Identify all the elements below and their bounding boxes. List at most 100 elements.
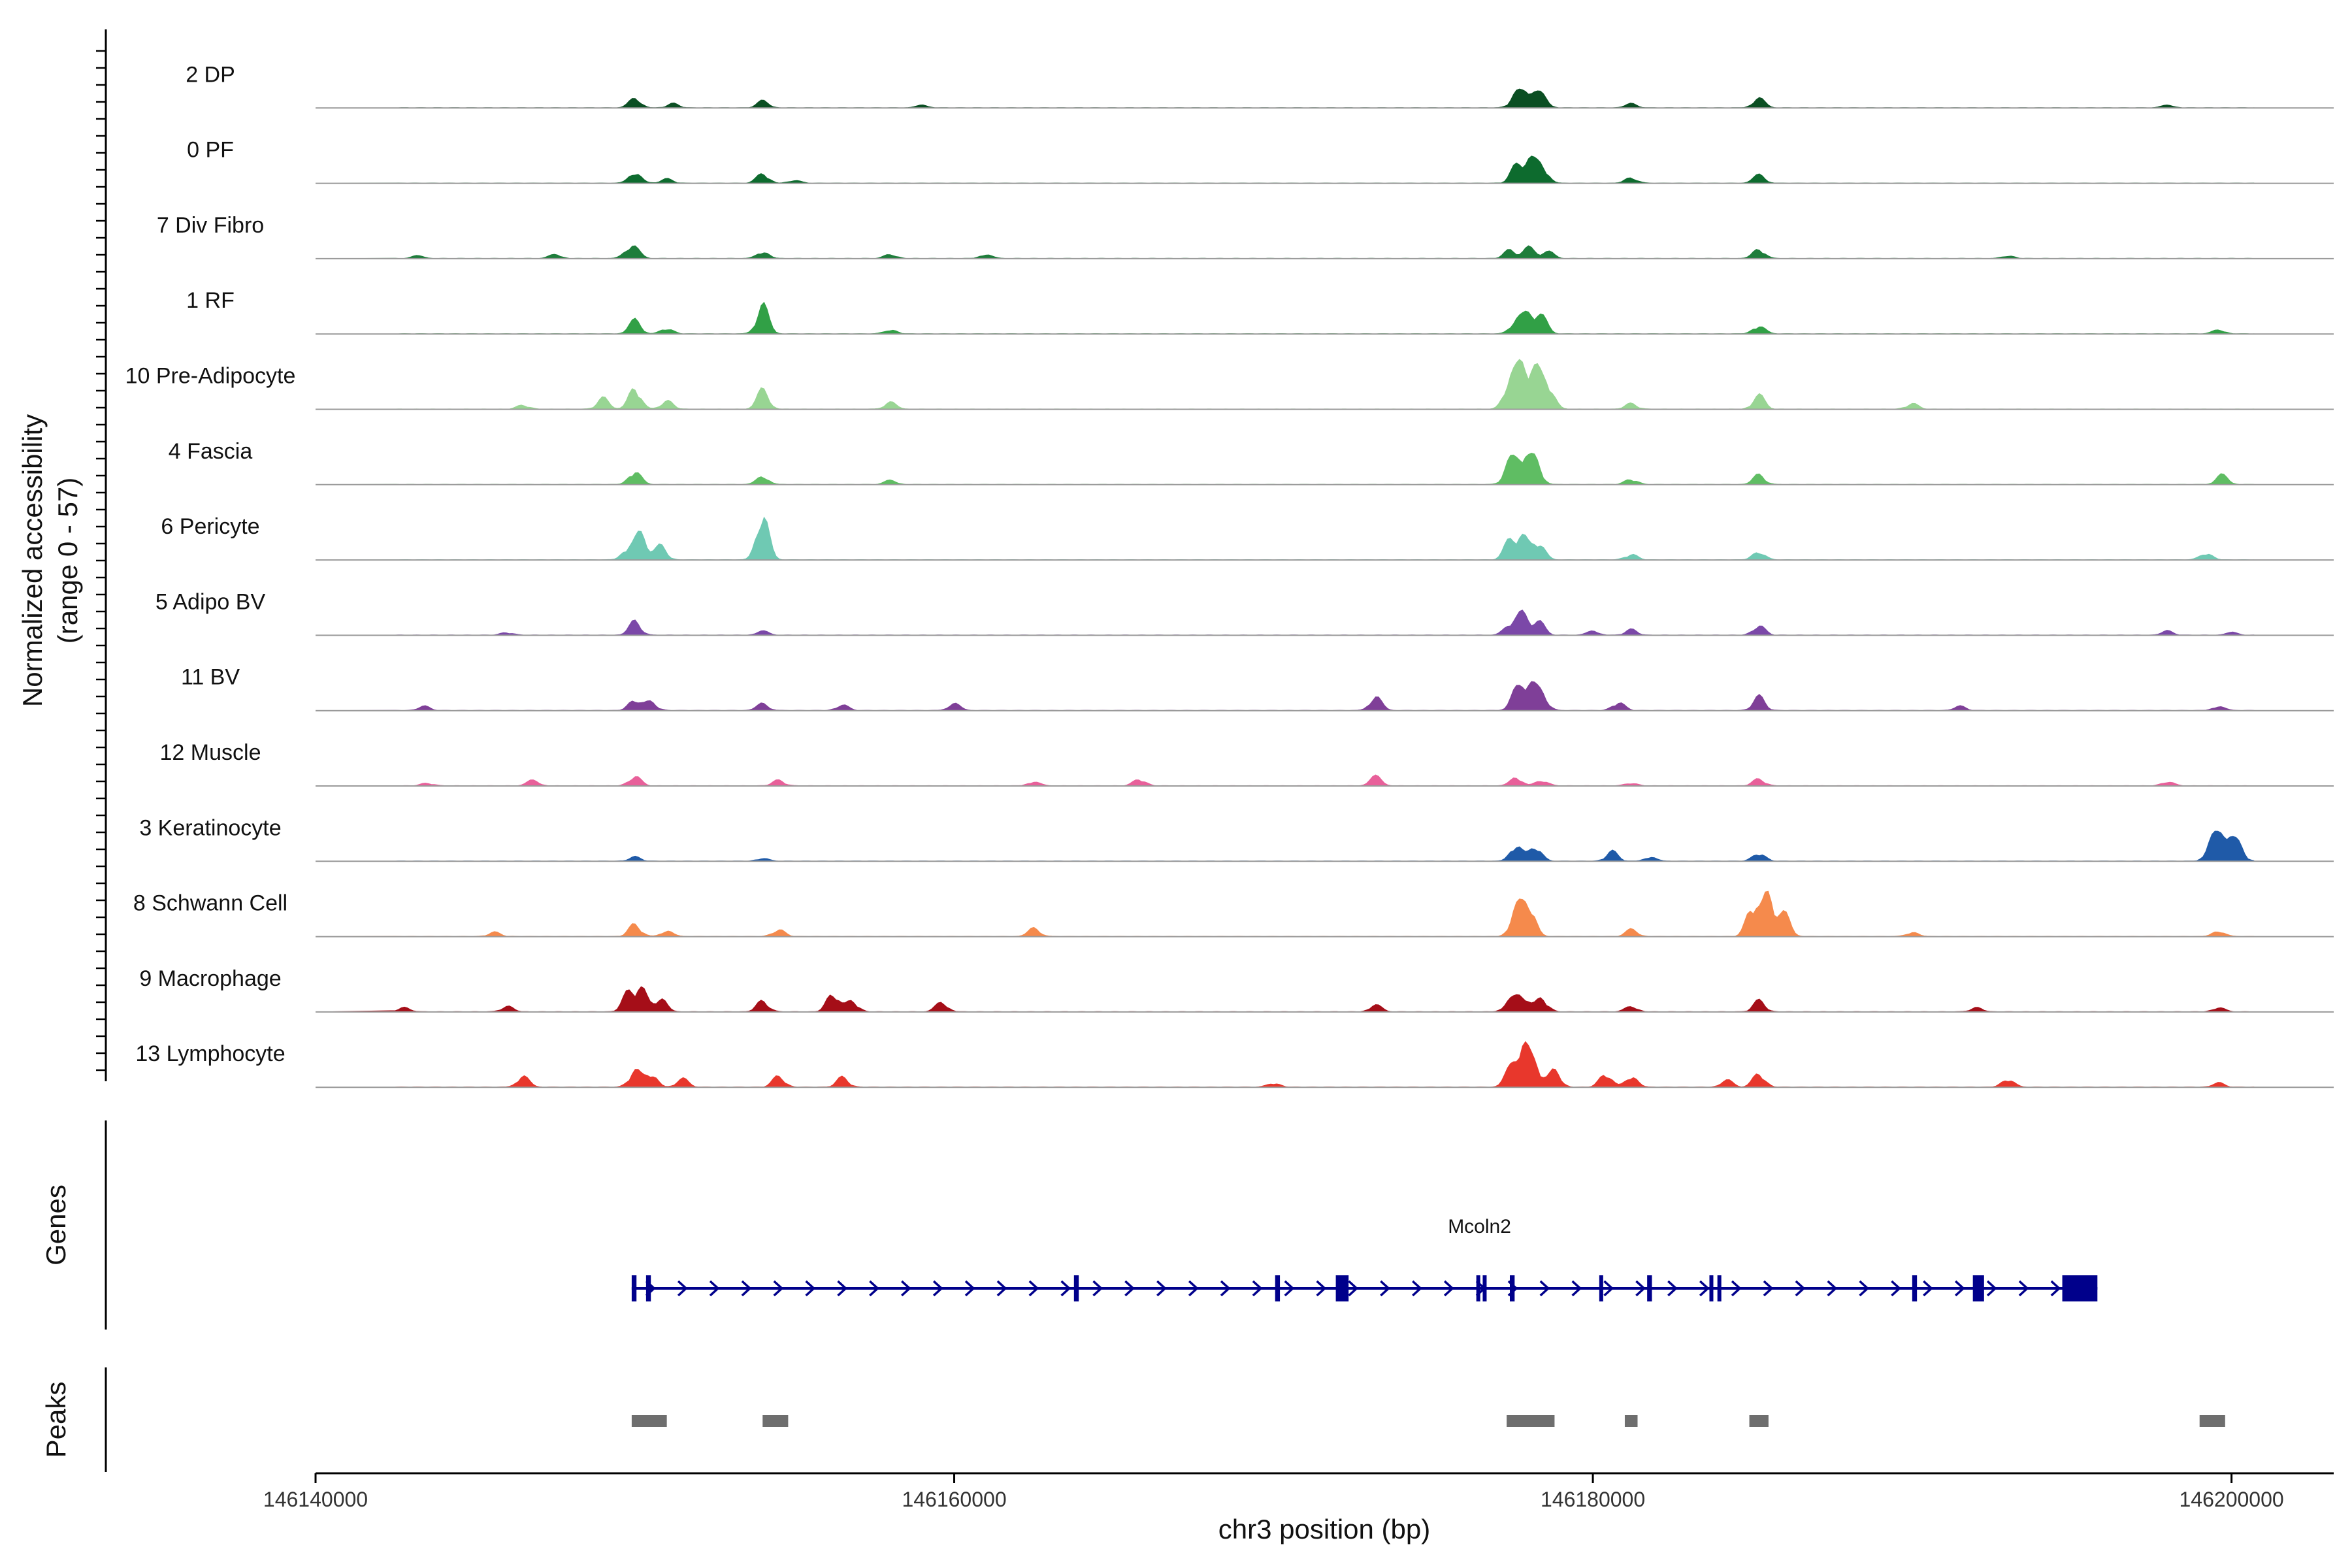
coverage-area	[315, 774, 2255, 787]
x-tick-label: 146200000	[2180, 1488, 2284, 1511]
track-label: 10 Pre-Adipocyte	[125, 364, 296, 389]
track-1-rf: 1 RF	[186, 288, 2334, 335]
strand-arrow	[1348, 1280, 1359, 1297]
peaks-panel-title: Peaks	[41, 1382, 71, 1458]
track-5-adipo-bv: 5 Adipo BV	[155, 589, 2334, 636]
x-axis: 146140000 146160000 146180000 146200000 chr…	[263, 1472, 2334, 1544]
peak-region	[631, 1415, 667, 1427]
peak-regions	[631, 1415, 2225, 1427]
gene-models: Mcoln2	[631, 1216, 2098, 1301]
gene-exon	[1647, 1275, 1652, 1301]
strand-arrow	[1827, 1280, 1838, 1297]
x-axis-title: chr3 position (bp)	[1218, 1514, 1431, 1544]
strand-arrow	[677, 1280, 688, 1297]
track-label: 7 Div Fibro	[157, 213, 264, 238]
strand-arrow	[1954, 1280, 1965, 1297]
track-label: 13 Lymphocyte	[135, 1041, 285, 1066]
peak-region	[1624, 1415, 1638, 1427]
coverage-area	[315, 890, 2255, 938]
peak-region	[2199, 1415, 2225, 1427]
gene-exon	[1335, 1275, 1349, 1301]
strand-arrow	[869, 1280, 879, 1297]
coverage-area	[315, 452, 2255, 485]
x-tick-label: 146180000	[1541, 1488, 1645, 1511]
x-axis-ticks: 146140000 146160000 146180000 146200000	[263, 1473, 2284, 1511]
strand-arrow	[1635, 1280, 1646, 1297]
gene-name-label: Mcoln2	[1448, 1216, 1511, 1237]
strand-arrow	[1028, 1280, 1039, 1297]
track-6-pericyte: 6 Pericyte	[161, 514, 2334, 561]
coverage-panel: 2 DP 0 PF 7 Div Fibro 1 RF 10 Pre-Adipocyte 4…	[17, 29, 2334, 1088]
gene-exon	[1717, 1275, 1722, 1301]
coverage-area	[315, 986, 2254, 1013]
strand-arrow	[837, 1280, 848, 1297]
track-label: 2 DP	[186, 62, 235, 87]
strand-arrow	[1252, 1280, 1263, 1297]
genes-panel-title: Genes	[41, 1184, 71, 1266]
track-10-pre-adipocyte: 10 Pre-Adipocyte	[125, 359, 2334, 410]
track-label: 3 Keratinocyte	[139, 815, 281, 840]
strand-arrow	[1380, 1280, 1390, 1297]
coverage-area	[315, 245, 2255, 259]
strand-arrow	[1443, 1280, 1454, 1297]
track-label: 0 PF	[187, 138, 234, 163]
track-12-muscle: 12 Muscle	[160, 740, 2334, 787]
coverage-area	[315, 516, 2255, 561]
coverage-area	[315, 155, 2255, 184]
coverage-tracks: 2 DP 0 PF 7 Div Fibro 1 RF 10 Pre-Adipocyte 4…	[125, 62, 2334, 1088]
gene-exon	[1275, 1275, 1281, 1301]
strand-arrow	[932, 1280, 943, 1297]
track-label: 11 BV	[181, 665, 240, 690]
strand-arrow	[1891, 1280, 1901, 1297]
track-13-lymphocyte: 13 Lymphocyte	[135, 1041, 2334, 1088]
gene-exon	[1476, 1275, 1480, 1301]
strand-arrow	[709, 1280, 720, 1297]
coverage-area	[315, 1041, 2255, 1088]
strand-arrow	[964, 1280, 975, 1297]
strand-arrow	[1316, 1280, 1327, 1297]
strand-arrow	[1859, 1280, 1870, 1297]
track-label: 4 Fascia	[169, 439, 253, 464]
strand-arrow	[1539, 1280, 1550, 1297]
strand-arrow	[1060, 1280, 1071, 1297]
strand-arrow	[1731, 1280, 1742, 1297]
strand-arrow	[1220, 1280, 1231, 1297]
strand-arrow	[805, 1280, 816, 1297]
strand-arrow	[1667, 1280, 1678, 1297]
track-label: 12 Muscle	[160, 740, 261, 765]
strand-arrow	[1763, 1280, 1774, 1297]
strand-arrow	[773, 1280, 784, 1297]
gene-exon	[1073, 1275, 1079, 1301]
strand-arrow	[1571, 1280, 1582, 1297]
coverage-y-axis-ticks	[96, 50, 106, 1071]
peak-region	[762, 1415, 789, 1427]
strand-arrow	[1699, 1280, 1710, 1297]
coverage-area	[315, 681, 2255, 711]
strand-arrow	[1923, 1280, 1933, 1297]
track-8-schwann-cell: 8 Schwann Cell	[133, 890, 2334, 938]
gene-exon	[1912, 1275, 1918, 1301]
gene-exon	[1509, 1275, 1515, 1301]
strand-arrow	[1188, 1280, 1199, 1297]
coverage-area	[316, 88, 2255, 108]
coverage-area	[315, 610, 2255, 636]
strand-arrow	[901, 1280, 911, 1297]
strand-arrow	[1795, 1280, 1806, 1297]
y-axis-title: Normalized accessibility	[17, 414, 48, 707]
strand-arrow	[1124, 1280, 1135, 1297]
coverage-area	[315, 301, 2255, 335]
strand-arrow	[996, 1280, 1007, 1297]
coverage-area	[315, 830, 2255, 862]
gene-exon	[2062, 1275, 2098, 1301]
strand-arrow	[1412, 1280, 1422, 1297]
gene-exon	[1972, 1275, 1984, 1301]
strand-arrow	[1092, 1280, 1103, 1297]
gene-exon	[1482, 1275, 1487, 1301]
strand-arrow	[2050, 1280, 2061, 1297]
track-label: 9 Macrophage	[139, 966, 281, 991]
coverage-area	[315, 359, 2255, 410]
track-3-keratinocyte: 3 Keratinocyte	[139, 815, 2334, 862]
track-label: 1 RF	[186, 288, 235, 313]
genes-panel: Genes Mcoln2	[41, 1120, 2098, 1330]
